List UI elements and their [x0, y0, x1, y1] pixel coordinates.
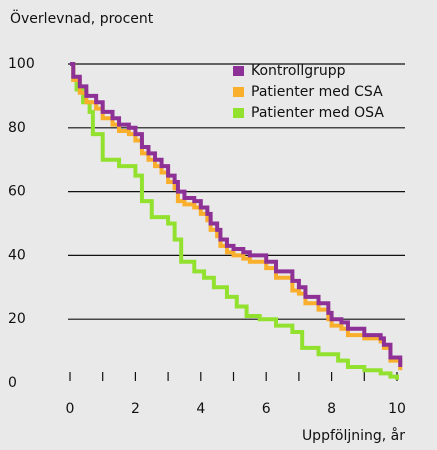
x-tick-label: 4 [196, 401, 205, 417]
y-axis-label: Överlevnad, procent [10, 9, 154, 27]
series-line [70, 62, 403, 371]
series-line [70, 62, 399, 380]
y-tick-label: 80 [8, 120, 26, 136]
series-line [70, 62, 403, 368]
x-tick-label: 10 [388, 401, 406, 417]
x-axis-label: Uppföljning, år [302, 427, 405, 444]
y-tick-label: 0 [8, 375, 17, 391]
x-tick-label: 0 [66, 401, 75, 417]
x-tick-label: 6 [262, 401, 271, 417]
y-tick-label: 100 [8, 56, 35, 72]
y-tick-label: 60 [8, 184, 26, 200]
y-tick-label: 40 [8, 247, 26, 263]
legend-swatch [233, 66, 244, 76]
x-tick-label: 2 [131, 401, 140, 417]
legend-label: Patienter med OSA [251, 105, 384, 121]
legend-label: Patienter med CSA [251, 84, 383, 100]
x-tick-label: 8 [327, 401, 336, 417]
legend-label: Kontrollgrupp [251, 63, 346, 79]
legend-swatch [233, 87, 244, 97]
legend-swatch [233, 108, 244, 118]
y-tick-label: 20 [8, 311, 26, 327]
